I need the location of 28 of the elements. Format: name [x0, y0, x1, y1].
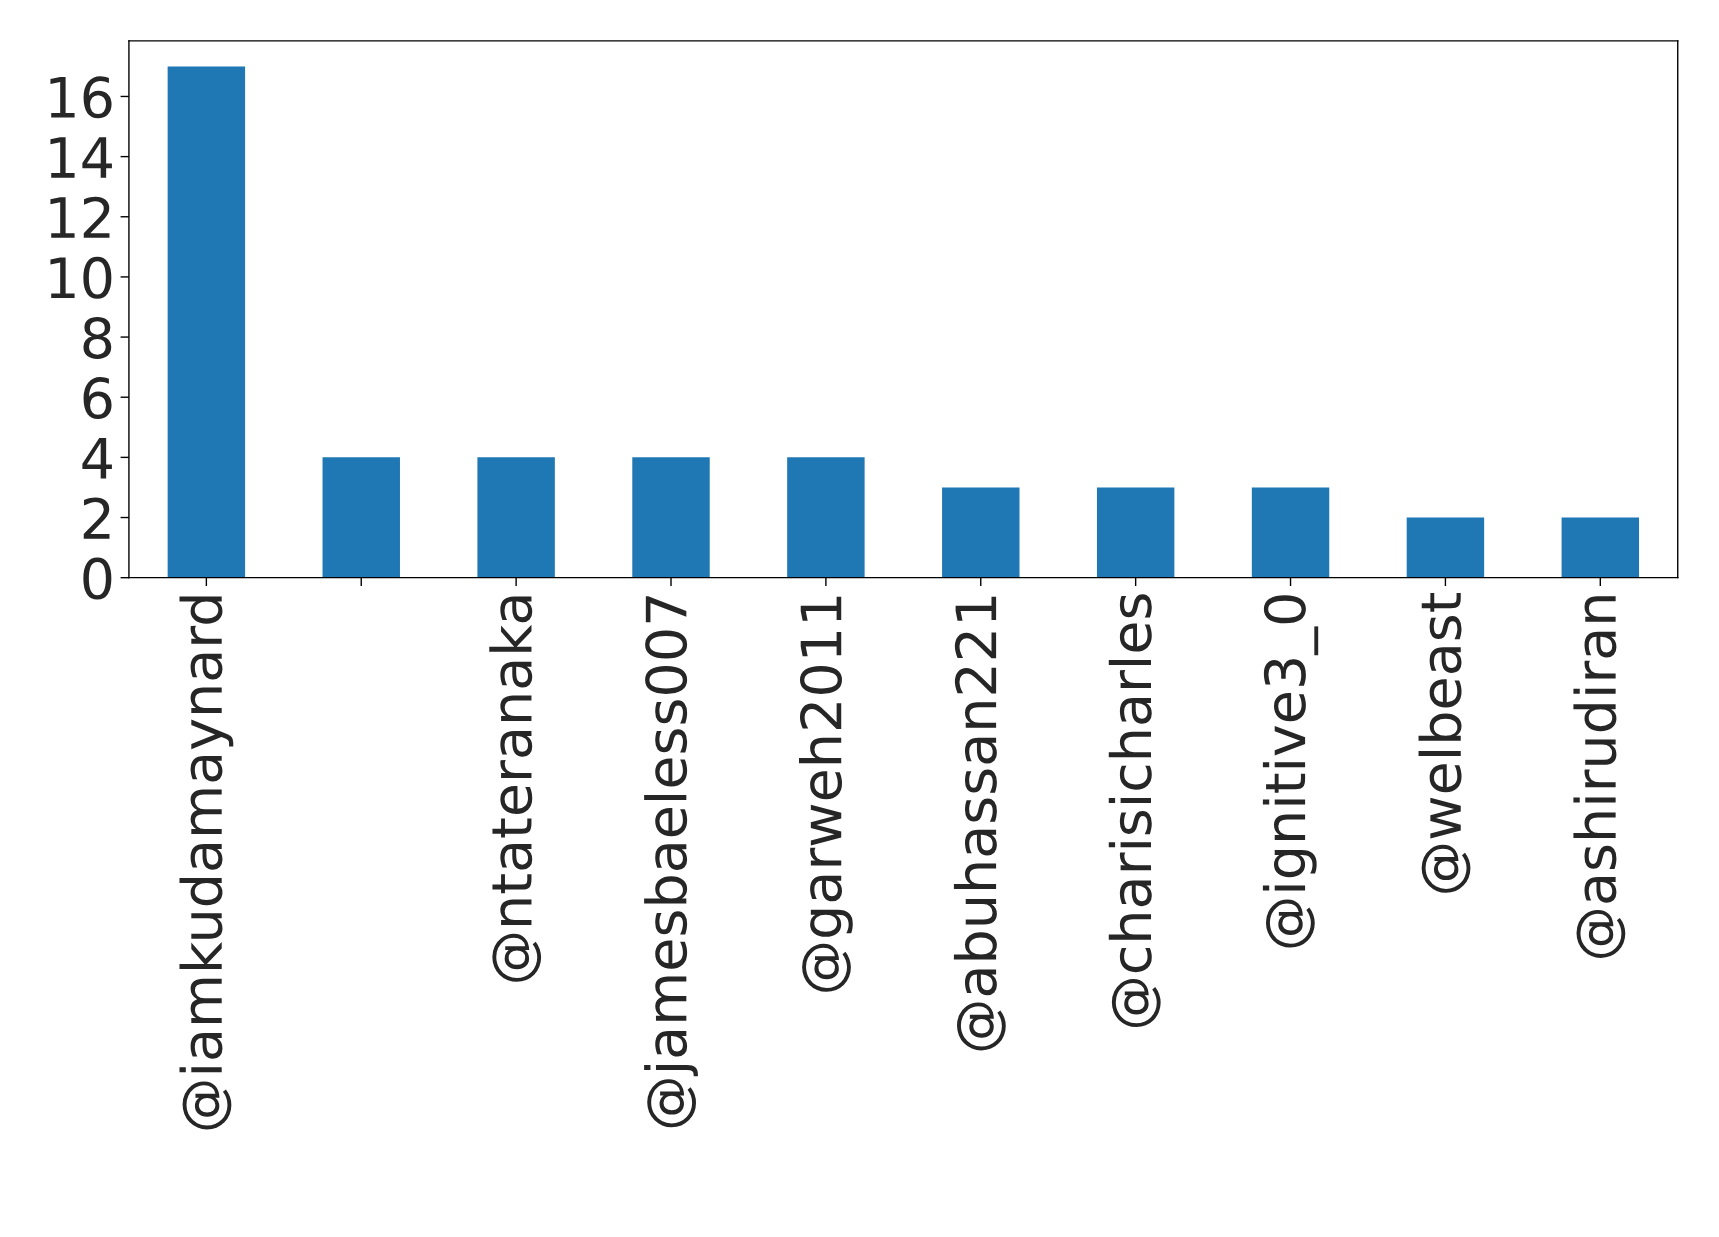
- bar: [477, 457, 555, 578]
- y-tick-label: 16: [50, 76, 112, 119]
- y-tick-label: 2: [83, 497, 110, 539]
- x-tick-label: @welbeast: [1418, 592, 1471, 893]
- y-tick-label: 4: [82, 437, 112, 479]
- bar: [1406, 517, 1485, 578]
- y-tick-label: 8: [83, 316, 112, 359]
- bar: [322, 457, 400, 578]
- bar: [1096, 487, 1175, 578]
- bar: [167, 66, 246, 578]
- x-tick-label: @iamkudamaynard: [179, 596, 234, 1130]
- y-tick-label: 6: [83, 377, 112, 420]
- y-tick-label: 0: [83, 557, 112, 600]
- x-tick-label: @ntateranaka: [489, 596, 542, 982]
- x-tick-label: @garweh2011: [799, 596, 853, 992]
- bar: [1561, 517, 1640, 578]
- bar: [787, 457, 865, 578]
- x-tick-label: @ashirudiran: [1573, 596, 1626, 958]
- x-tick-label: @abuhassan221: [953, 596, 1006, 1051]
- x-tick-label: @jamesbaeless007: [644, 596, 698, 1128]
- bar: [632, 457, 710, 578]
- x-tick-label: @ignitive3_0: [1262, 595, 1319, 948]
- y-tick-label: 10: [50, 256, 112, 299]
- bar: [942, 487, 1020, 578]
- y-tick-label: 12: [50, 196, 110, 238]
- bar: [1251, 487, 1330, 578]
- x-tick-label: @charisicharles: [1108, 594, 1161, 1028]
- y-tick-label: 14: [50, 137, 112, 178]
